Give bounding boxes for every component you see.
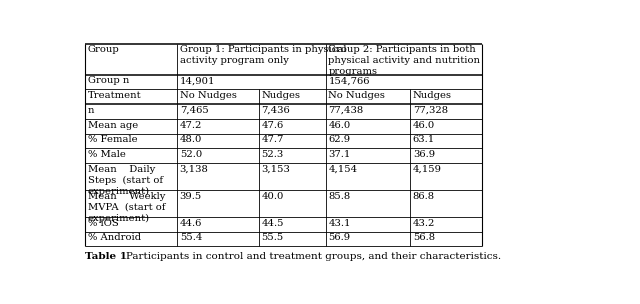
Text: No Nudges: No Nudges [328, 91, 385, 100]
Text: Group n: Group n [88, 76, 129, 85]
Text: 77,328: 77,328 [413, 106, 448, 115]
Text: 46.0: 46.0 [328, 120, 351, 130]
Text: 40.0: 40.0 [262, 192, 284, 201]
Text: 62.9: 62.9 [328, 135, 351, 144]
Text: 63.1: 63.1 [413, 135, 435, 144]
Text: Group 2: Participants in both
physical activity and nutrition
programs: Group 2: Participants in both physical a… [328, 45, 481, 76]
Text: 85.8: 85.8 [328, 192, 351, 201]
Text: 4,159: 4,159 [413, 165, 442, 174]
Text: 52.3: 52.3 [262, 150, 284, 159]
Text: 7,465: 7,465 [180, 106, 209, 115]
Text: % Female: % Female [88, 135, 138, 144]
Text: Group: Group [88, 45, 120, 54]
Text: 55.4: 55.4 [180, 233, 202, 242]
Text: 56.9: 56.9 [328, 233, 351, 242]
Text: Nudges: Nudges [262, 91, 301, 100]
Text: 14,901: 14,901 [180, 76, 215, 85]
Text: 7,436: 7,436 [262, 106, 291, 115]
Text: % Male: % Male [88, 150, 126, 159]
Text: 44.6: 44.6 [180, 219, 202, 228]
Text: Table 1: Table 1 [85, 252, 127, 261]
Text: 4,154: 4,154 [328, 165, 358, 174]
Text: 56.8: 56.8 [413, 233, 435, 242]
Text: 39.5: 39.5 [180, 192, 202, 201]
Text: n: n [88, 106, 95, 115]
Text: 47.2: 47.2 [180, 120, 202, 130]
Text: 43.1: 43.1 [328, 219, 351, 228]
Text: 47.7: 47.7 [262, 135, 284, 144]
Text: 154,766: 154,766 [328, 76, 370, 85]
Text: 48.0: 48.0 [180, 135, 202, 144]
Text: 47.6: 47.6 [262, 120, 284, 130]
Text: % iOS: % iOS [88, 219, 118, 228]
Text: Mean    Weekly
MVPA  (start of
experiment): Mean Weekly MVPA (start of experiment) [88, 192, 165, 223]
Text: 43.2: 43.2 [413, 219, 435, 228]
Text: 37.1: 37.1 [328, 150, 351, 159]
Text: 52.0: 52.0 [180, 150, 202, 159]
Text: Treatment: Treatment [88, 91, 141, 100]
Text: Mean    Daily
Steps  (start of
experiment): Mean Daily Steps (start of experiment) [88, 165, 163, 196]
Text: 77,438: 77,438 [328, 106, 364, 115]
Text: Group 1: Participants in physical
activity program only: Group 1: Participants in physical activi… [180, 45, 346, 65]
Text: 3,153: 3,153 [262, 165, 291, 174]
Text: 3,138: 3,138 [180, 165, 209, 174]
Text: 44.5: 44.5 [262, 219, 284, 228]
Text: 46.0: 46.0 [413, 120, 435, 130]
Text: 36.9: 36.9 [413, 150, 435, 159]
Text: Nudges: Nudges [413, 91, 452, 100]
Text: No Nudges: No Nudges [180, 91, 237, 100]
Text: Participants in control and treatment groups, and their characteristics.: Participants in control and treatment gr… [126, 252, 501, 261]
Text: Mean age: Mean age [88, 120, 138, 130]
Text: 86.8: 86.8 [413, 192, 435, 201]
Text: 55.5: 55.5 [262, 233, 284, 242]
Text: % Android: % Android [88, 233, 141, 242]
